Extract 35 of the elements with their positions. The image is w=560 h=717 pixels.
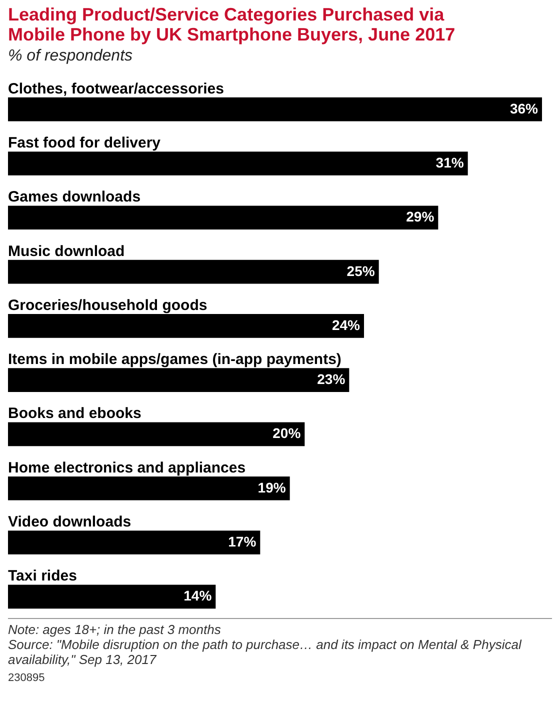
bar <box>8 206 438 230</box>
text: 230895 <box>8 671 46 686</box>
text: Note: ages 18+; in the past 3 months <box>8 622 222 637</box>
bar <box>8 260 379 284</box>
bar <box>8 314 364 338</box>
chart-subtitle: % of respondents <box>8 47 133 64</box>
data-label: 19% <box>258 479 286 496</box>
bar <box>8 476 290 500</box>
source-note: Source: "Mobile disruption on the path to purchase… and its impact on Mental & Physical availability," Sep 13, 2017 <box>8 637 523 667</box>
y-tick-label: Clothes, footwear/accessories <box>8 80 224 98</box>
bar <box>8 422 305 446</box>
data-label: 20% <box>272 425 302 442</box>
y-tick-label: Home electronics and appliances <box>8 459 246 476</box>
chart-title: Leading Product/Service Categories Purchased via Mobile Phone by UK Smartphone Buyers, June 2017 <box>8 4 456 44</box>
y-tick-label: Books and ebooks <box>8 405 142 422</box>
data-label: 31% <box>436 154 464 170</box>
y-tick-label: Groceries/household goods <box>8 296 208 314</box>
data-label: 29% <box>406 208 435 225</box>
y-tick-label: Video downloads <box>8 514 132 531</box>
y-tick-label: Taxi rides <box>8 568 77 585</box>
data-label: 24% <box>332 316 361 333</box>
bar <box>8 152 468 176</box>
data-label: 17% <box>228 534 257 550</box>
y-tick-label: Fast food for delivery <box>8 134 162 152</box>
y-tick-label: Games downloads <box>8 188 141 206</box>
data-label: 25% <box>346 262 376 279</box>
data-label: 36% <box>510 100 539 116</box>
data-label: 23% <box>317 371 346 388</box>
y-tick-label: Items in mobile apps/games (in-app payments) <box>8 351 342 368</box>
data-label: 14% <box>184 588 212 604</box>
bar <box>8 530 260 554</box>
y-tick-label: Music download <box>8 242 125 260</box>
bar <box>8 97 542 122</box>
bar <box>8 584 216 609</box>
bar <box>8 368 350 392</box>
